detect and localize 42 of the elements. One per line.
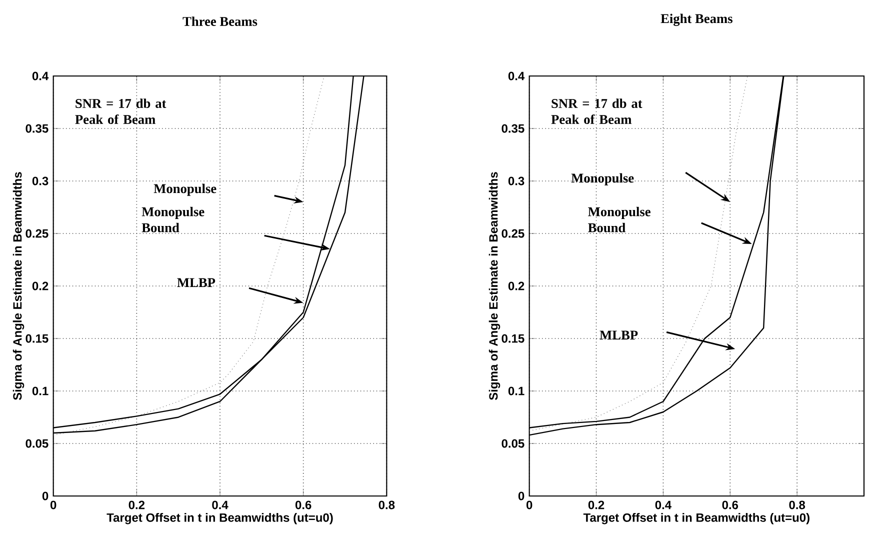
x-tick-label: 0.4 xyxy=(212,500,228,510)
x-tick-label: 0.4 xyxy=(655,500,672,510)
annotation: Monopulse xyxy=(154,184,216,196)
y-tick-label: 0.1 xyxy=(508,386,524,396)
y-tick-label: 0.35 xyxy=(502,124,524,133)
chart-title: Eight Beams xyxy=(660,14,732,26)
y-tick-label: 0.3 xyxy=(32,176,48,186)
y-tick-label: 0.2 xyxy=(508,282,524,290)
x-tick-label: 0.8 xyxy=(789,500,806,510)
y-tick-label: 0.4 xyxy=(508,72,525,80)
x-tick-label: 0.2 xyxy=(588,500,604,510)
y-tick-label: 0.3 xyxy=(508,176,524,186)
x-tick-label: 0 xyxy=(526,500,532,510)
y-tick-label: 0 xyxy=(518,492,524,500)
annotation: Monopulse xyxy=(571,173,634,186)
x-axis-title: Target Offset in t in Beamwidths (ut=u0) xyxy=(583,513,810,524)
annotation: MLBP xyxy=(600,330,638,340)
y-tick-label: 0.1 xyxy=(32,386,48,396)
x-tick-label: 0.6 xyxy=(722,500,738,510)
annotation: SNR = 17 db at Peak of Beam xyxy=(75,98,166,124)
x-axis-title: Target Offset in t in Beamwidths (ut=u0) xyxy=(106,513,333,524)
chart-title: Three Beams xyxy=(182,16,258,26)
y-tick-label: 0.4 xyxy=(32,72,49,80)
x-tick-label: 0.2 xyxy=(128,500,145,510)
y-tick-label: 0.15 xyxy=(502,334,524,343)
y-tick-label: 0.05 xyxy=(502,439,524,448)
y-tick-label: 0.25 xyxy=(26,229,48,238)
y-tick-label: 0.15 xyxy=(26,334,48,343)
y-tick-label: 0.05 xyxy=(26,439,48,448)
y-tick-label: 0 xyxy=(42,492,48,500)
annotation: SNR = 17 db at Peak of Beam xyxy=(551,98,642,124)
annotation: Monopulse Bound xyxy=(142,207,204,232)
x-tick-label: 0.6 xyxy=(295,500,312,510)
y-axis-title: Sigma of Angle Estimate in Beamwidths xyxy=(488,172,500,400)
y-tick-label: 0.35 xyxy=(26,124,48,133)
annotation: Monopulse Bound xyxy=(588,207,650,232)
x-tick-label: 0 xyxy=(50,500,56,510)
y-tick-label: 0.2 xyxy=(32,282,48,290)
y-tick-label: 0.25 xyxy=(502,229,524,238)
annotation: MLBP xyxy=(177,278,216,288)
y-axis-title: Sigma of Angle Estimate in Beamwidths xyxy=(12,172,24,400)
x-tick-label: 0.8 xyxy=(378,500,395,510)
